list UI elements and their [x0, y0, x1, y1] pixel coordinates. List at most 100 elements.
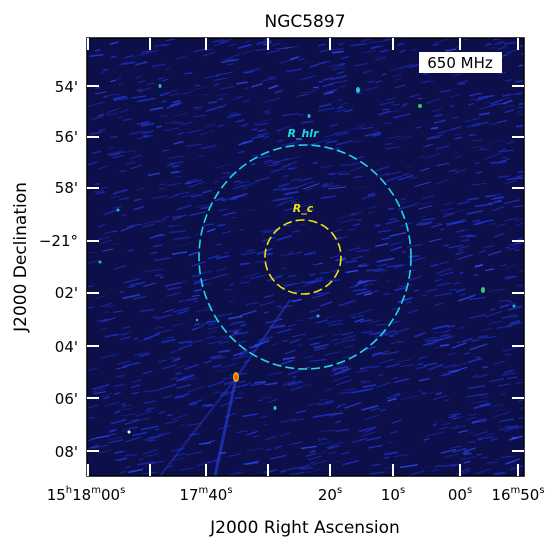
noise-streak — [369, 319, 382, 324]
noise-streak — [339, 391, 353, 395]
noise-streak — [273, 187, 287, 191]
noise-streak — [507, 49, 518, 53]
noise-streak — [141, 50, 152, 54]
noise-streak — [122, 361, 141, 368]
noise-streak — [436, 464, 442, 467]
noise-streak — [341, 355, 350, 359]
noise-streak — [410, 48, 417, 52]
noise-streak — [221, 362, 239, 369]
noise-streak — [155, 234, 166, 237]
noise-streak — [143, 134, 149, 138]
noise-streak — [329, 413, 338, 417]
noise-streak — [439, 271, 454, 277]
noise-streak — [383, 122, 392, 125]
noise-streak — [314, 276, 324, 281]
noise-streak — [428, 238, 442, 243]
noise-streak — [362, 69, 373, 75]
noise-streak — [425, 153, 442, 159]
noise-streak — [415, 126, 422, 129]
noise-streak — [492, 196, 504, 200]
noise-streak — [164, 281, 181, 288]
source — [307, 114, 311, 118]
noise-streak — [443, 212, 452, 215]
noise-streak — [135, 61, 148, 66]
noise-streak — [354, 318, 364, 323]
noise-streak — [143, 333, 160, 341]
noise-streak — [188, 251, 200, 257]
noise-streak — [305, 187, 314, 192]
noise-streak — [479, 393, 488, 396]
noise-streak — [389, 430, 399, 435]
noise-streak — [162, 149, 170, 152]
noise-streak — [102, 248, 114, 252]
noise-streak — [309, 461, 316, 464]
noise-streak — [497, 40, 505, 44]
noise-streak — [364, 429, 373, 433]
noise-streak — [504, 109, 514, 114]
noise-streak — [190, 86, 206, 92]
noise-streak — [177, 132, 185, 136]
noise-streak — [479, 104, 496, 110]
noise-streak — [404, 165, 412, 168]
noise-streak — [172, 121, 184, 125]
noise-streak — [367, 192, 375, 197]
noise-streak — [325, 399, 335, 403]
noise-streak — [219, 391, 229, 395]
noise-streak — [204, 360, 212, 364]
noise-streak — [134, 75, 142, 79]
noise-streak — [340, 163, 347, 167]
noise-streak — [375, 224, 381, 227]
noise-streak — [434, 113, 443, 118]
noise-streak — [347, 161, 361, 167]
noise-streak — [198, 441, 212, 445]
noise-streak — [514, 218, 524, 222]
noise-streak — [452, 447, 467, 454]
point-sources — [98, 84, 516, 476]
noise-streak — [194, 233, 200, 236]
noise-streak — [167, 465, 174, 468]
noise-streak — [439, 89, 452, 93]
source — [356, 87, 360, 93]
noise-streak — [324, 351, 341, 356]
x-tick-label: 16m50s — [491, 485, 544, 504]
noise-streak — [450, 125, 462, 131]
noise-streak — [495, 471, 504, 475]
noise-streak — [483, 244, 495, 249]
noise-streak — [277, 157, 290, 163]
noise-streak — [186, 129, 204, 134]
noise-streak — [427, 133, 444, 139]
noise-streak — [276, 202, 284, 207]
noise-streak — [454, 154, 463, 159]
noise-streak — [491, 139, 505, 143]
noise-streak — [215, 369, 230, 372]
noise-streak — [506, 176, 523, 181]
noise-streak — [295, 409, 307, 414]
noise-streak — [313, 263, 324, 266]
noise-streak — [415, 221, 433, 226]
noise-streak — [505, 246, 511, 249]
noise-streak — [325, 88, 338, 94]
noise-streak — [433, 331, 449, 334]
noise-streak — [334, 339, 350, 345]
y-tick-label: 02' — [55, 284, 78, 302]
x-tick-labels: 15h18m00s 17m40s 20s 10s 00s 16m50s — [47, 485, 545, 504]
noise-streak — [186, 297, 199, 302]
noise-streak — [454, 133, 461, 136]
noise-streak — [417, 389, 423, 392]
noise-streak — [318, 101, 335, 108]
noise-streak — [263, 311, 269, 314]
noise-streak — [201, 49, 214, 52]
noise-streak — [516, 222, 524, 226]
noise-streak — [194, 204, 209, 208]
noise-streak — [222, 211, 236, 217]
noise-streak — [318, 103, 332, 108]
noise-streak — [114, 457, 128, 461]
noise-streak — [514, 425, 524, 429]
noise-streak — [432, 262, 443, 267]
noise-streak — [104, 401, 120, 407]
noise-streak — [189, 211, 206, 216]
noise-streak — [496, 162, 506, 165]
noise-streak — [491, 47, 496, 50]
noise-streak — [497, 383, 511, 387]
